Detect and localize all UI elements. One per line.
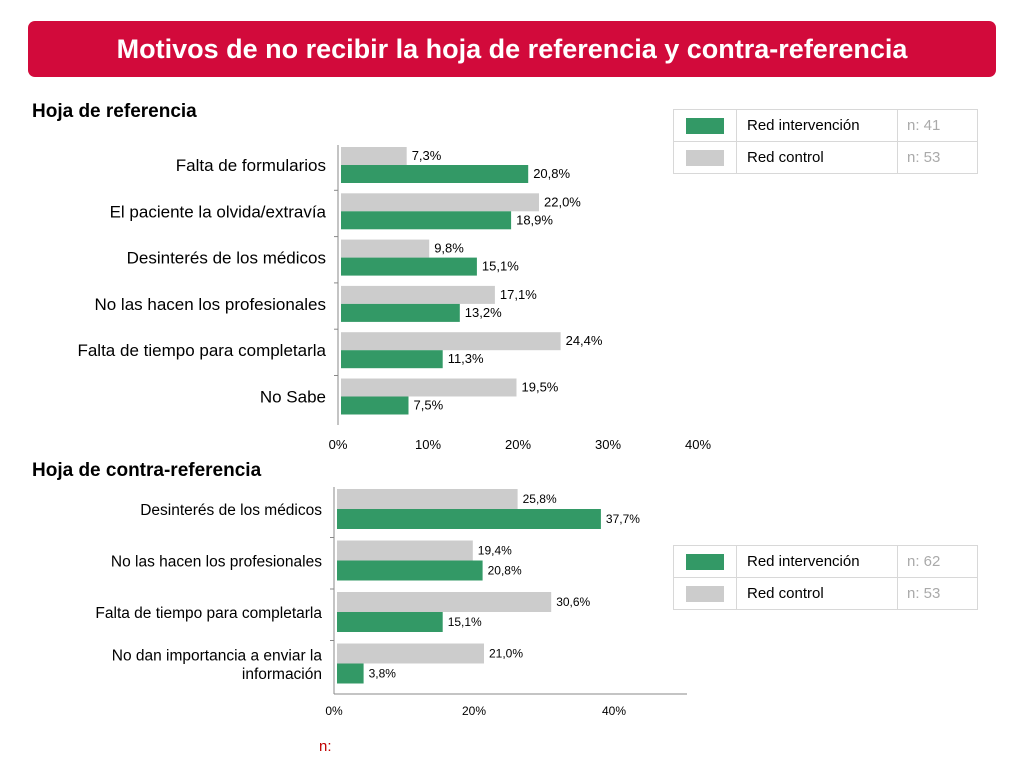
x-tick-label: 40%	[685, 437, 711, 452]
page-title: Motivos de no recibir la hoja de referen…	[116, 33, 908, 64]
bar	[337, 540, 473, 561]
data-label: 9,8%	[434, 241, 464, 256]
bar	[341, 378, 517, 397]
bar	[341, 257, 477, 276]
x-tick-label: 20%	[462, 704, 486, 718]
intervention-swatch	[686, 118, 724, 135]
category-label: No Sabe	[260, 388, 326, 407]
legend-label: Red intervención	[736, 109, 898, 142]
category-label: No las hacen los profesionales	[94, 295, 326, 314]
legend-n: n: 41	[897, 109, 978, 142]
chart-1-title: Hoja de referencia	[32, 101, 197, 122]
bar	[337, 560, 483, 581]
bar	[337, 489, 518, 509]
category-label: El paciente la olvida/extravía	[110, 202, 327, 221]
category-label: Falta de formularios	[176, 156, 326, 175]
title-banner: Motivos de no recibir la hoja de referen…	[28, 21, 996, 77]
bar	[341, 285, 495, 304]
bar	[337, 509, 601, 529]
control-swatch	[686, 586, 724, 603]
category-label: Falta de tiempo para completarla	[95, 605, 322, 622]
footer-n-label: n:	[319, 738, 332, 755]
legend-row-control: Red control n: 53	[673, 141, 978, 174]
intervention-swatch	[686, 554, 724, 571]
legend-n: n: 62	[897, 545, 978, 578]
data-label: 22,0%	[544, 194, 581, 209]
legend-n: n: 53	[897, 141, 978, 174]
category-label: Falta de tiempo para completarla	[77, 341, 326, 360]
data-label: 24,4%	[566, 333, 603, 348]
legend-label: Red control	[736, 577, 898, 610]
category-label: No las hacen los profesionales	[111, 554, 322, 571]
bar	[341, 165, 529, 183]
category-label: No dan importancia a enviar la	[112, 647, 323, 664]
data-label: 30,6%	[556, 595, 590, 609]
data-label: 11,3%	[448, 351, 484, 366]
x-tick-label: 20%	[505, 437, 531, 452]
legend-label: Red intervención	[736, 545, 898, 578]
legend-n: n: 53	[897, 577, 978, 610]
legend-label: Red control	[736, 141, 898, 174]
category-label: información	[242, 666, 322, 683]
x-tick-label: 10%	[415, 437, 441, 452]
data-label: 21,0%	[489, 647, 523, 661]
x-tick-label: 30%	[595, 437, 621, 452]
legend-row-intervention: Red intervención n: 41	[673, 109, 978, 142]
legend-row-intervention: Red intervención n: 62	[673, 545, 978, 578]
bar	[341, 303, 460, 322]
data-label: 20,8%	[533, 166, 570, 181]
bar	[341, 193, 539, 212]
bar	[341, 211, 512, 230]
data-label: 17,1%	[500, 287, 537, 302]
bar	[341, 350, 443, 369]
bar	[337, 612, 443, 632]
legend-top: Red intervención n: 41 Red control n: 53	[673, 109, 978, 174]
data-label: 18,9%	[516, 212, 553, 227]
bar	[337, 663, 364, 684]
control-swatch	[686, 150, 724, 167]
bar	[337, 592, 552, 612]
data-label: 15,1%	[482, 259, 519, 274]
category-label: Desinterés de los médicos	[140, 502, 322, 519]
data-label: 13,2%	[465, 305, 502, 320]
x-tick-label: 40%	[602, 704, 626, 718]
category-label: Desinterés de los médicos	[127, 249, 326, 268]
data-label: 7,3%	[412, 148, 442, 163]
data-label: 20,8%	[488, 564, 522, 578]
data-label: 19,4%	[478, 544, 512, 558]
data-label: 15,1%	[448, 615, 482, 629]
legend-bottom: Red intervención n: 62 Red control n: 53	[673, 545, 978, 610]
data-label: 37,7%	[606, 512, 640, 526]
bar	[341, 147, 407, 165]
x-tick-label: 0%	[329, 437, 348, 452]
chart-2-title: Hoja de contra-referencia	[32, 460, 262, 481]
bar	[341, 239, 430, 258]
bar	[341, 396, 409, 415]
data-label: 19,5%	[522, 380, 559, 395]
x-tick-label: 0%	[325, 704, 343, 718]
bar	[337, 643, 484, 664]
data-label: 25,8%	[523, 492, 557, 506]
data-label: 7,5%	[414, 398, 444, 413]
legend-row-control: Red control n: 53	[673, 577, 978, 610]
data-label: 3,8%	[369, 667, 397, 681]
bar	[341, 332, 561, 351]
